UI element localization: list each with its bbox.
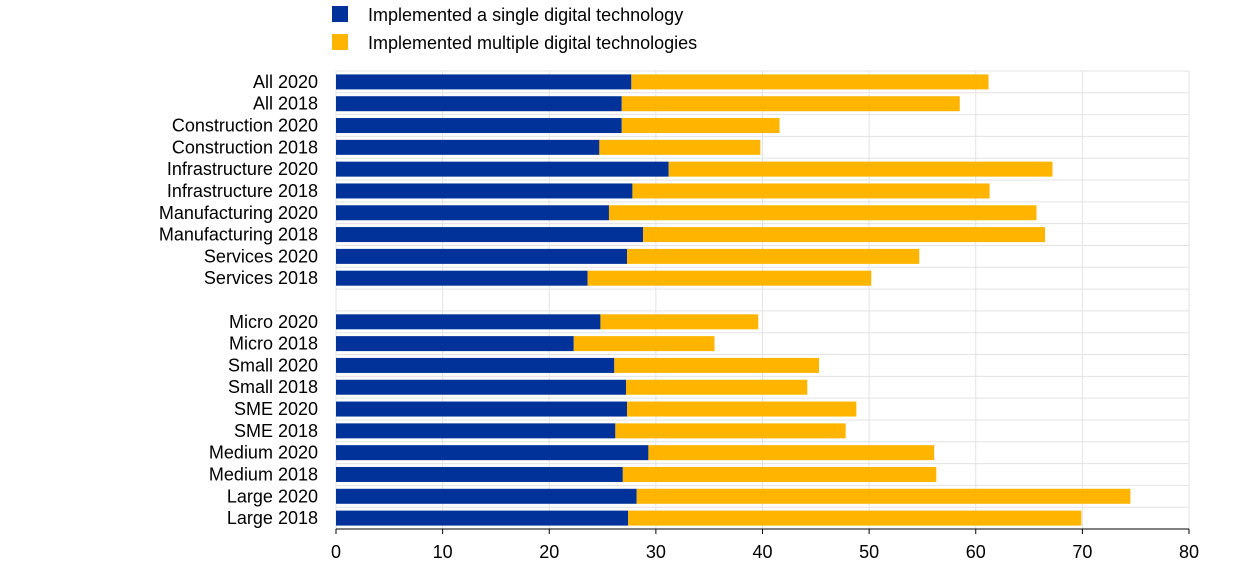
bar-segment-single (336, 270, 588, 286)
x-tick-label: 40 (752, 542, 772, 562)
bar-segment-multiple (636, 488, 1131, 504)
bar-segment-single (336, 96, 622, 112)
bar-segment-single (336, 445, 649, 461)
bar-segment-single (336, 183, 633, 199)
bar-segment-single (336, 401, 628, 417)
category-label: Infrastructure 2018 (167, 181, 318, 201)
category-label: Construction 2020 (172, 116, 318, 136)
category-label: Micro 2020 (229, 312, 318, 332)
bar-segment-single (336, 161, 669, 177)
bar-segment-multiple (628, 510, 1082, 526)
bar-segment-multiple (627, 401, 857, 417)
bar-segment-multiple (621, 118, 780, 134)
legend-swatch-multiple (332, 34, 348, 50)
category-label: Micro 2018 (229, 334, 318, 354)
bars (336, 74, 1131, 526)
bar-segment-single (336, 466, 623, 482)
bar-segment-multiple (573, 336, 715, 352)
bar-segment-single (336, 227, 644, 243)
bar-segment-single (336, 336, 574, 352)
bar-segment-single (336, 314, 601, 330)
category-label: SME 2018 (234, 421, 318, 441)
category-label: Small 2020 (228, 355, 318, 375)
bar-segment-multiple (621, 96, 960, 112)
bar-segment-multiple (643, 227, 1046, 243)
bar-segment-multiple (648, 445, 935, 461)
bar-segment-single (336, 139, 600, 155)
bar-segment-single (336, 205, 609, 221)
bar-segment-single (336, 488, 637, 504)
bar-segment-single (336, 379, 627, 395)
x-tick-label: 60 (966, 542, 986, 562)
x-tick-label: 20 (539, 542, 559, 562)
legend: Implemented a single digital technology … (332, 5, 697, 53)
bar-segment-single (336, 248, 628, 264)
bar-segment-multiple (632, 183, 990, 199)
bar-segment-multiple (622, 466, 937, 482)
bar-segment-multiple (614, 357, 820, 373)
category-label: Infrastructure 2020 (167, 159, 318, 179)
x-tick-label: 30 (646, 542, 666, 562)
bar-segment-single (336, 423, 616, 439)
bar-segment-single (336, 510, 629, 526)
category-label: Services 2018 (204, 268, 318, 288)
x-axis-tick-labels: 0 10 20 30 40 50 60 70 80 (331, 542, 1199, 562)
x-tick-label: 70 (1072, 542, 1092, 562)
category-label: All 2020 (253, 72, 318, 92)
bar-segment-multiple (608, 205, 1037, 221)
x-tick-label: 80 (1179, 542, 1199, 562)
bar-segment-multiple (668, 161, 1053, 177)
bar-segment-multiple (587, 270, 872, 286)
category-label: Construction 2018 (172, 137, 318, 157)
category-label: Services 2020 (204, 246, 318, 266)
category-label: Manufacturing 2018 (159, 225, 318, 245)
category-label: Large 2020 (227, 486, 318, 506)
category-label: SME 2020 (234, 399, 318, 419)
category-label: Medium 2018 (209, 464, 318, 484)
category-label: Manufacturing 2020 (159, 203, 318, 223)
x-tick-label: 10 (433, 542, 453, 562)
bar-segment-single (336, 357, 615, 373)
x-tick-label: 0 (331, 542, 341, 562)
category-label: Medium 2020 (209, 443, 318, 463)
bar-segment-multiple (627, 248, 920, 264)
bar-segment-multiple (631, 74, 989, 90)
bar-segment-multiple (600, 314, 759, 330)
bar-segment-single (336, 74, 632, 90)
bar-segment-multiple (626, 379, 808, 395)
category-label: Small 2018 (228, 377, 318, 397)
bar-segment-multiple (615, 423, 846, 439)
x-tick-label: 50 (859, 542, 879, 562)
category-label: All 2018 (253, 94, 318, 114)
bar-segment-single (336, 118, 622, 134)
bar-segment-multiple (599, 139, 761, 155)
legend-label-single: Implemented a single digital technology (368, 5, 683, 25)
category-label: Large 2018 (227, 508, 318, 528)
legend-swatch-single (332, 6, 348, 22)
legend-label-multiple: Implemented multiple digital technologie… (368, 33, 697, 53)
